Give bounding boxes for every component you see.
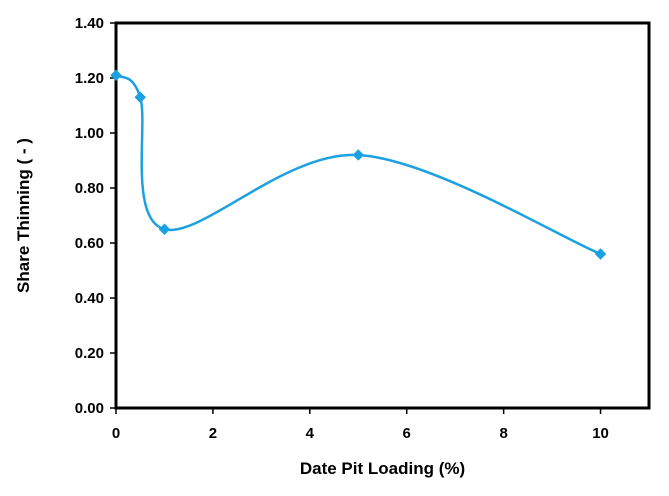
y-tick-label: 0.80 bbox=[75, 180, 104, 197]
x-tick-label: 4 bbox=[306, 425, 315, 442]
y-tick-label: 0.60 bbox=[75, 235, 104, 252]
data-point bbox=[110, 69, 122, 82]
x-tick-label: 10 bbox=[592, 425, 609, 442]
x-tick-label: 0 bbox=[112, 425, 120, 442]
y-axis: 0.00 0.20 0.40 0.60 0.80 1.00 1.20 1.40 bbox=[75, 15, 116, 417]
x-tick-label: 6 bbox=[403, 425, 411, 442]
y-tick-label: 1.20 bbox=[75, 70, 104, 87]
y-tick-label: 0.20 bbox=[75, 345, 104, 362]
data-point bbox=[594, 248, 607, 260]
y-tick-label: 1.00 bbox=[75, 125, 104, 142]
data-point bbox=[134, 91, 147, 104]
x-axis-title: Date Pit Loading (%) bbox=[300, 459, 465, 478]
y-tick-label: 0.40 bbox=[75, 290, 104, 307]
x-tick-label: 2 bbox=[209, 425, 217, 442]
data-point bbox=[158, 223, 171, 236]
data-point bbox=[352, 149, 365, 161]
series-layer bbox=[110, 69, 607, 260]
x-axis: 0 2 4 6 8 10 bbox=[112, 408, 609, 442]
x-tick-label: 8 bbox=[499, 425, 507, 442]
y-tick-label: 1.40 bbox=[75, 15, 104, 32]
y-axis-title: Share Thinning ( - ) bbox=[14, 138, 33, 293]
y-tick-label: 0.00 bbox=[75, 400, 104, 417]
plot-area bbox=[114, 21, 651, 410]
